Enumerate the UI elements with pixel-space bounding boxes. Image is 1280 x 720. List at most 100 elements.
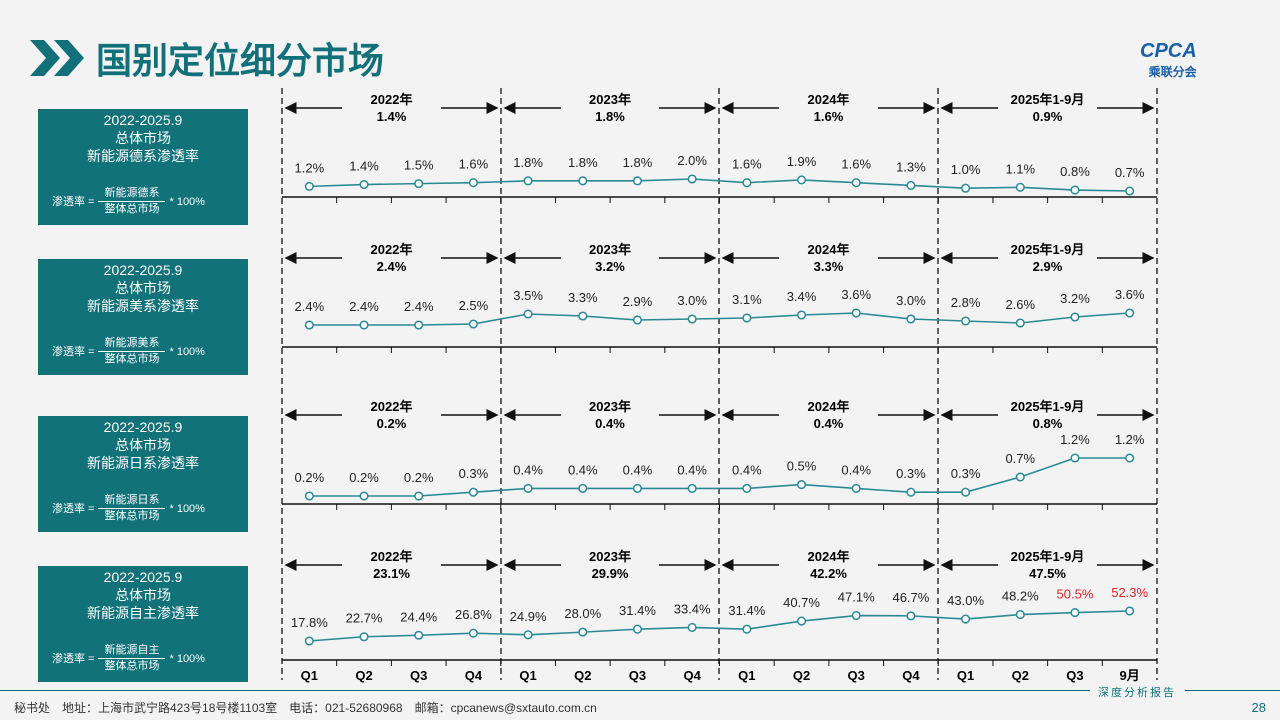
data-point <box>304 636 314 646</box>
box-metric: 新能源美系渗透率 <box>87 298 199 314</box>
formula-box: 2022-2025.9 总体市场 新能源日系渗透率 渗透率 = 新能源日系 整体总… <box>38 416 248 532</box>
data-label: 33.4% <box>674 601 711 616</box>
data-point <box>359 320 369 330</box>
numerator: 新能源日系 <box>98 493 166 509</box>
data-point <box>578 311 588 321</box>
data-label: 0.5% <box>787 459 817 474</box>
data-label: 0.7% <box>1115 165 1145 180</box>
data-point <box>1015 318 1025 328</box>
data-label: 43.0% <box>947 593 984 608</box>
data-point <box>851 178 861 188</box>
period-label: 2024年 <box>808 242 850 257</box>
data-point <box>1125 606 1135 616</box>
page-number: 28 <box>1251 700 1266 715</box>
data-point <box>1070 608 1080 618</box>
x-tick-label: Q1 <box>519 668 536 683</box>
data-label: 31.4% <box>728 603 765 618</box>
data-point <box>687 483 697 493</box>
x-tick-label: Q4 <box>902 668 920 683</box>
data-point <box>1015 182 1025 192</box>
box-metric: 新能源自主渗透率 <box>87 605 199 621</box>
x-tick-label: Q3 <box>1066 668 1083 683</box>
data-label: 28.0% <box>564 606 601 621</box>
data-point <box>414 630 424 640</box>
period-label: 2022年 <box>371 549 413 564</box>
data-point <box>468 178 478 188</box>
data-point <box>906 314 916 324</box>
data-point <box>468 628 478 638</box>
x-tick-label: Q2 <box>1012 668 1029 683</box>
period-label: 2024年 <box>808 399 850 414</box>
data-label: 1.6% <box>732 157 762 172</box>
data-label: 3.3% <box>568 290 598 305</box>
data-point <box>1015 610 1025 620</box>
period-value: 47.5% <box>1029 566 1066 581</box>
data-point <box>414 179 424 189</box>
page-title: 国别定位细分市场 <box>96 41 385 82</box>
data-point <box>578 483 588 493</box>
numerator: 新能源自主 <box>98 643 166 659</box>
data-label: 0.4% <box>623 462 653 477</box>
data-label: 3.6% <box>1115 287 1145 302</box>
period-label: 2025年1-9月 <box>1011 399 1085 414</box>
formula: 渗透率 = 新能源自主 整体总市场 * 100% <box>52 643 205 674</box>
data-point <box>1070 453 1080 463</box>
data-label: 2.9% <box>623 294 653 309</box>
data-point <box>906 180 916 191</box>
denominator: 整体总市场 <box>104 510 160 522</box>
data-point <box>851 308 861 318</box>
data-label: 0.3% <box>459 466 489 481</box>
x-tick-label: Q3 <box>410 668 427 683</box>
period-label: 2024年 <box>808 549 850 564</box>
formula-lhs: 渗透率 = <box>52 345 95 358</box>
period-value: 3.3% <box>814 259 844 274</box>
data-label: 0.4% <box>568 462 598 477</box>
data-point <box>961 487 971 497</box>
data-label: 46.7% <box>892 590 929 605</box>
data-label: 1.3% <box>896 159 926 174</box>
data-label: 0.2% <box>349 470 379 485</box>
data-label: 26.8% <box>455 607 492 622</box>
data-point <box>687 622 697 632</box>
x-tick-label: Q4 <box>465 668 483 683</box>
formula-box: 2022-2025.9 总体市场 新能源自主渗透率 渗透率 = 新能源自主 整体总… <box>38 566 248 682</box>
data-point <box>523 176 533 186</box>
data-label: 2.5% <box>459 298 489 313</box>
data-point <box>742 624 752 634</box>
period-label: 2025年1-9月 <box>1011 242 1085 257</box>
x-tick-label: Q1 <box>301 668 318 683</box>
data-point <box>961 183 971 193</box>
box-period: 2022-2025.9 <box>103 112 183 128</box>
data-point <box>906 487 916 497</box>
box-market: 总体市场 <box>115 280 171 296</box>
period-value: 0.4% <box>814 416 844 431</box>
formula-lhs: 渗透率 = <box>52 195 95 208</box>
denominator: 整体总市场 <box>104 660 160 672</box>
data-label: 3.5% <box>513 288 543 303</box>
data-label: 0.3% <box>951 466 981 481</box>
period-label: 2023年 <box>589 242 631 257</box>
data-label: 0.4% <box>732 462 762 477</box>
period-value: 42.2% <box>810 566 847 581</box>
data-label: 1.1% <box>1005 161 1035 176</box>
formula-lhs: 渗透率 = <box>52 502 95 515</box>
data-point <box>414 320 424 330</box>
period-label: 2025年1-9月 <box>1011 549 1085 564</box>
data-label: 47.1% <box>838 590 875 605</box>
data-label: 0.4% <box>677 462 707 477</box>
period-label: 2025年1-9月 <box>1011 92 1085 107</box>
period-label: 2023年 <box>589 549 631 564</box>
formula-mult: * 100% <box>169 652 205 665</box>
data-label: 40.7% <box>783 595 820 610</box>
data-point <box>468 319 478 329</box>
data-point <box>851 610 861 621</box>
data-point <box>523 309 533 319</box>
box-market: 总体市场 <box>115 130 171 146</box>
data-label: 1.4% <box>349 159 379 174</box>
data-label: 3.0% <box>896 293 926 308</box>
data-point <box>359 632 369 642</box>
period-value: 0.4% <box>595 416 625 431</box>
data-label: 1.6% <box>841 157 871 172</box>
data-point <box>632 176 643 186</box>
